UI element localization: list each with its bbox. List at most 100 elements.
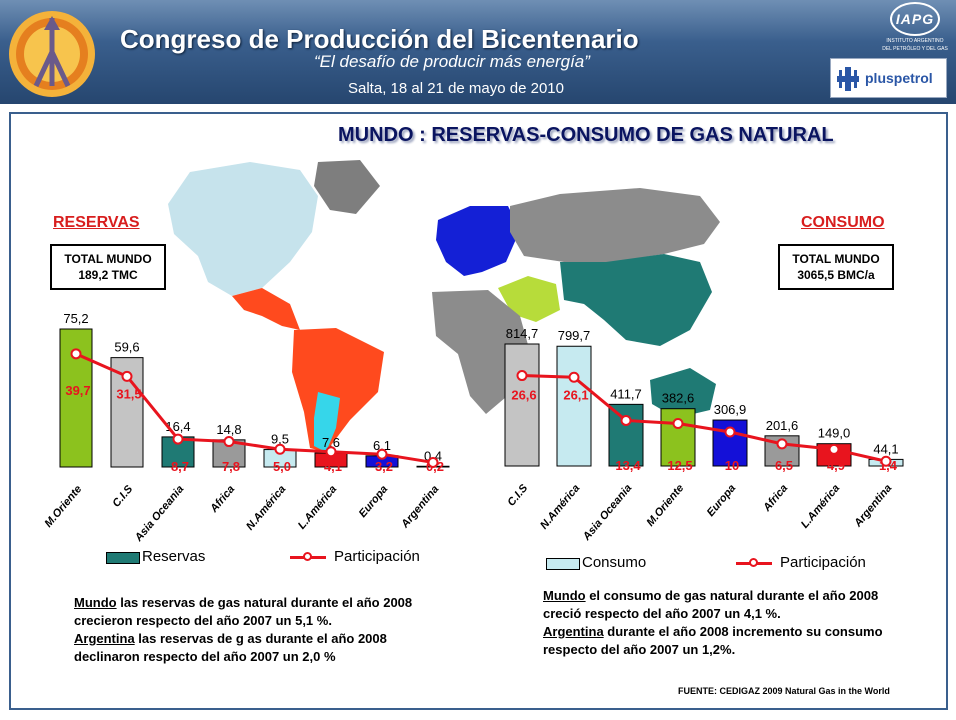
participacion-label-consumo-3: 12,5 — [667, 458, 692, 473]
total-consumo-line2: 3065,5 BMC/a — [797, 268, 875, 282]
bar-label-consumo-3: 382,6 — [662, 391, 695, 406]
bar-label-reservas-6: 6,1 — [373, 438, 391, 453]
participacion-label-consumo-5: 6,5 — [775, 458, 793, 473]
tick-label-reservas-3: Africa — [207, 483, 237, 515]
participacion-label-reservas-5: 4,1 — [324, 459, 342, 474]
iapg-line1: INSTITUTO ARGENTINO — [886, 38, 944, 44]
participacion-point-consumo-3 — [672, 418, 684, 429]
tick-label-consumo-2: Asia Oceania — [580, 482, 634, 543]
participacion-point-consumo-7 — [880, 455, 892, 467]
participacion-point-consumo-5 — [776, 438, 788, 450]
participacion-point-reservas-2 — [172, 433, 184, 445]
reservas-text-part1: las reservas de gas natural durante el a… — [74, 595, 413, 628]
participacion-point-reservas-1 — [121, 370, 133, 382]
map-middle-east — [498, 276, 560, 322]
map-north-america — [168, 162, 318, 296]
legend-participacion-res-label: Participación — [334, 548, 420, 565]
consumo-label: CONSUMO — [801, 214, 885, 231]
map-argentina — [314, 392, 340, 452]
tick-label-consumo-6: L.América — [799, 482, 842, 530]
participacion-point-reservas-6 — [376, 448, 388, 460]
participacion-point-consumo-6 — [828, 443, 840, 455]
participacion-point-consumo-0 — [516, 370, 528, 382]
bar-consumo-0 — [504, 343, 540, 467]
bar-label-consumo-7: 44,1 — [873, 441, 898, 456]
legend-participacion-res-marker — [303, 552, 312, 561]
congress-title: Congreso de Producción del Bicentenario — [120, 24, 639, 54]
bar-label-reservas-1: 59,6 — [114, 340, 139, 355]
iapg-line2: DEL PETRÓLEO Y DEL GAS — [882, 46, 948, 52]
participacion-point-consumo-2 — [620, 414, 632, 426]
tick-label-reservas-5: L.América — [296, 483, 339, 531]
participacion-line-consumo — [521, 374, 887, 463]
bar-label-consumo-5: 201,6 — [766, 418, 799, 433]
participacion-point-reservas-5 — [325, 446, 337, 458]
header-banner: Congreso de Producción del Bicentenario … — [0, 0, 956, 104]
tick-label-reservas-0: M.Oriente — [42, 483, 84, 530]
bar-label-consumo-4: 306,9 — [714, 402, 747, 417]
total-reservas-line2: 189,2 TMC — [78, 268, 138, 282]
reservas-text-word1: Mundo — [74, 595, 117, 610]
participacion-label-reservas-3: 7,8 — [222, 459, 240, 474]
participacion-label-consumo-4: 10 — [725, 458, 739, 473]
bicentenario-logo — [9, 11, 95, 97]
total-consumo-box: TOTAL MUNDO 3065,5 BMC/a — [778, 244, 894, 290]
legend-consumo-swatch — [546, 558, 580, 570]
bar-label-consumo-6: 149,0 — [818, 426, 851, 441]
tick-label-consumo-1: N.América — [538, 482, 582, 531]
map-central-america — [232, 288, 300, 330]
bar-label-consumo-2: 411,7 — [610, 386, 642, 401]
tick-label-reservas-7: Argentina — [398, 483, 441, 531]
tick-label-consumo-4: Europa — [705, 482, 739, 519]
bar-label-reservas-4: 9,5 — [271, 432, 289, 447]
participacion-point-consumo-1 — [568, 371, 580, 383]
bar-consumo-1 — [556, 345, 592, 467]
map-europe — [436, 206, 520, 276]
consumo-text-word1: Mundo — [543, 588, 586, 603]
bar-label-reservas-5: 7,6 — [322, 435, 340, 450]
legend-participacion-con-label: Participación — [780, 554, 866, 571]
participacion-point-reservas-0 — [70, 348, 82, 360]
map-cis — [510, 188, 720, 262]
participacion-point-reservas-7 — [427, 456, 439, 468]
pluspetrol-mark-icon — [837, 67, 859, 91]
participacion-label-consumo-1: 26,1 — [563, 388, 588, 403]
reservas-text-word2: Argentina — [74, 631, 135, 646]
participacion-label-reservas-2: 8,7 — [171, 459, 189, 474]
tick-label-consumo-5: Africa — [760, 482, 790, 514]
participacion-line-reservas — [75, 352, 434, 464]
consumo-text-part2: durante el año 2008 incremento su consum… — [543, 624, 883, 657]
legend-consumo-label: Consumo — [582, 554, 647, 571]
bar-label-consumo-1: 799,7 — [558, 328, 591, 343]
total-reservas-line1: TOTAL MUNDO — [64, 252, 152, 266]
iapg-logo: IAPG INSTITUTO ARGENTINO DEL PETRÓLEO Y … — [880, 2, 950, 54]
participacion-label-reservas-6: 3,2 — [375, 459, 393, 474]
iapg-name: IAPG — [890, 2, 940, 36]
total-reservas-box: TOTAL MUNDO 189,2 TMC — [50, 244, 166, 290]
consumo-text-word2: Argentina — [543, 624, 604, 639]
participacion-point-reservas-4 — [274, 443, 286, 455]
total-consumo-line1: TOTAL MUNDO — [792, 252, 880, 266]
reservas-text-part2: las reservas de g as durante el año 2008… — [74, 631, 387, 664]
congress-date: Salta, 18 al 21 de mayo de 2010 — [348, 80, 564, 97]
tick-label-reservas-2: Asia Oceania — [132, 483, 186, 544]
bar-label-consumo-0: 814,7 — [506, 326, 539, 341]
participacion-label-reservas-0: 39,7 — [65, 383, 90, 398]
participacion-label-consumo-2: 13,4 — [615, 458, 641, 473]
slide-title: MUNDO : RESERVAS-CONSUMO DE GAS NATURAL — [338, 124, 834, 146]
tick-label-reservas-6: Europa — [357, 483, 391, 520]
legend-reservas-swatch — [106, 552, 140, 564]
pluspetrol-text: pluspetrol — [865, 70, 933, 86]
reservas-label: RESERVAS — [53, 214, 140, 231]
participacion-label-consumo-0: 26,6 — [511, 387, 536, 402]
pluspetrol-logo: pluspetrol — [830, 58, 947, 98]
tick-label-reservas-4: N.América — [244, 483, 288, 532]
consumo-text-part1: el consumo de gas natural durante el año… — [543, 588, 879, 621]
bar-label-reservas-0: 75,2 — [63, 311, 88, 326]
legend-participacion-con-marker — [749, 558, 758, 567]
map-greenland — [314, 160, 380, 214]
participacion-label-consumo-6: 4,9 — [827, 458, 845, 473]
consumo-text: Mundo el consumo de gas natural durante … — [543, 587, 883, 659]
